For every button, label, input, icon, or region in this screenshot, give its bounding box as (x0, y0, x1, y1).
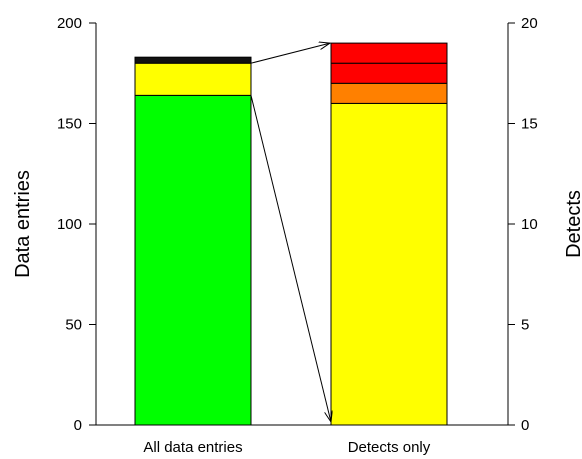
category-label: Detects only (348, 439, 431, 456)
bar-segment (330, 82, 448, 104)
bar-segment (330, 42, 448, 64)
category-labels: All data entries Detects only (143, 439, 430, 456)
right-tick-label: 5 (521, 317, 529, 334)
right-tick-label: 10 (521, 216, 538, 233)
right-tick-label: 0 (521, 417, 529, 434)
arrow-upper (250, 43, 330, 64)
left-axis-title: Data entries (12, 170, 34, 278)
category-label: All data entries (143, 439, 242, 456)
arrows-group (250, 43, 331, 422)
bars-group (134, 42, 448, 426)
left-axis-ticks: 0 50 100 150 200 (57, 15, 96, 434)
bar-segment (330, 62, 448, 84)
right-axis: 0 5 10 15 20 (507, 15, 538, 434)
right-tick-label: 20 (521, 15, 538, 32)
right-tick-label: 15 (521, 116, 538, 133)
left-tick-label: 0 (74, 417, 82, 434)
bar-segment (134, 62, 252, 96)
bar-segment (134, 56, 252, 64)
bar-segment (330, 102, 448, 426)
right-axis-ticks: 0 5 10 15 20 (508, 15, 538, 434)
left-tick-label: 150 (57, 116, 82, 133)
left-tick-label: 50 (65, 317, 82, 334)
left-tick-label: 100 (57, 216, 82, 233)
right-axis-title: Detects (563, 190, 582, 258)
left-axis: 0 50 100 150 200 (57, 15, 97, 434)
left-tick-label: 200 (57, 15, 82, 32)
arrow-lower (250, 95, 331, 422)
bar-segment (134, 94, 252, 426)
